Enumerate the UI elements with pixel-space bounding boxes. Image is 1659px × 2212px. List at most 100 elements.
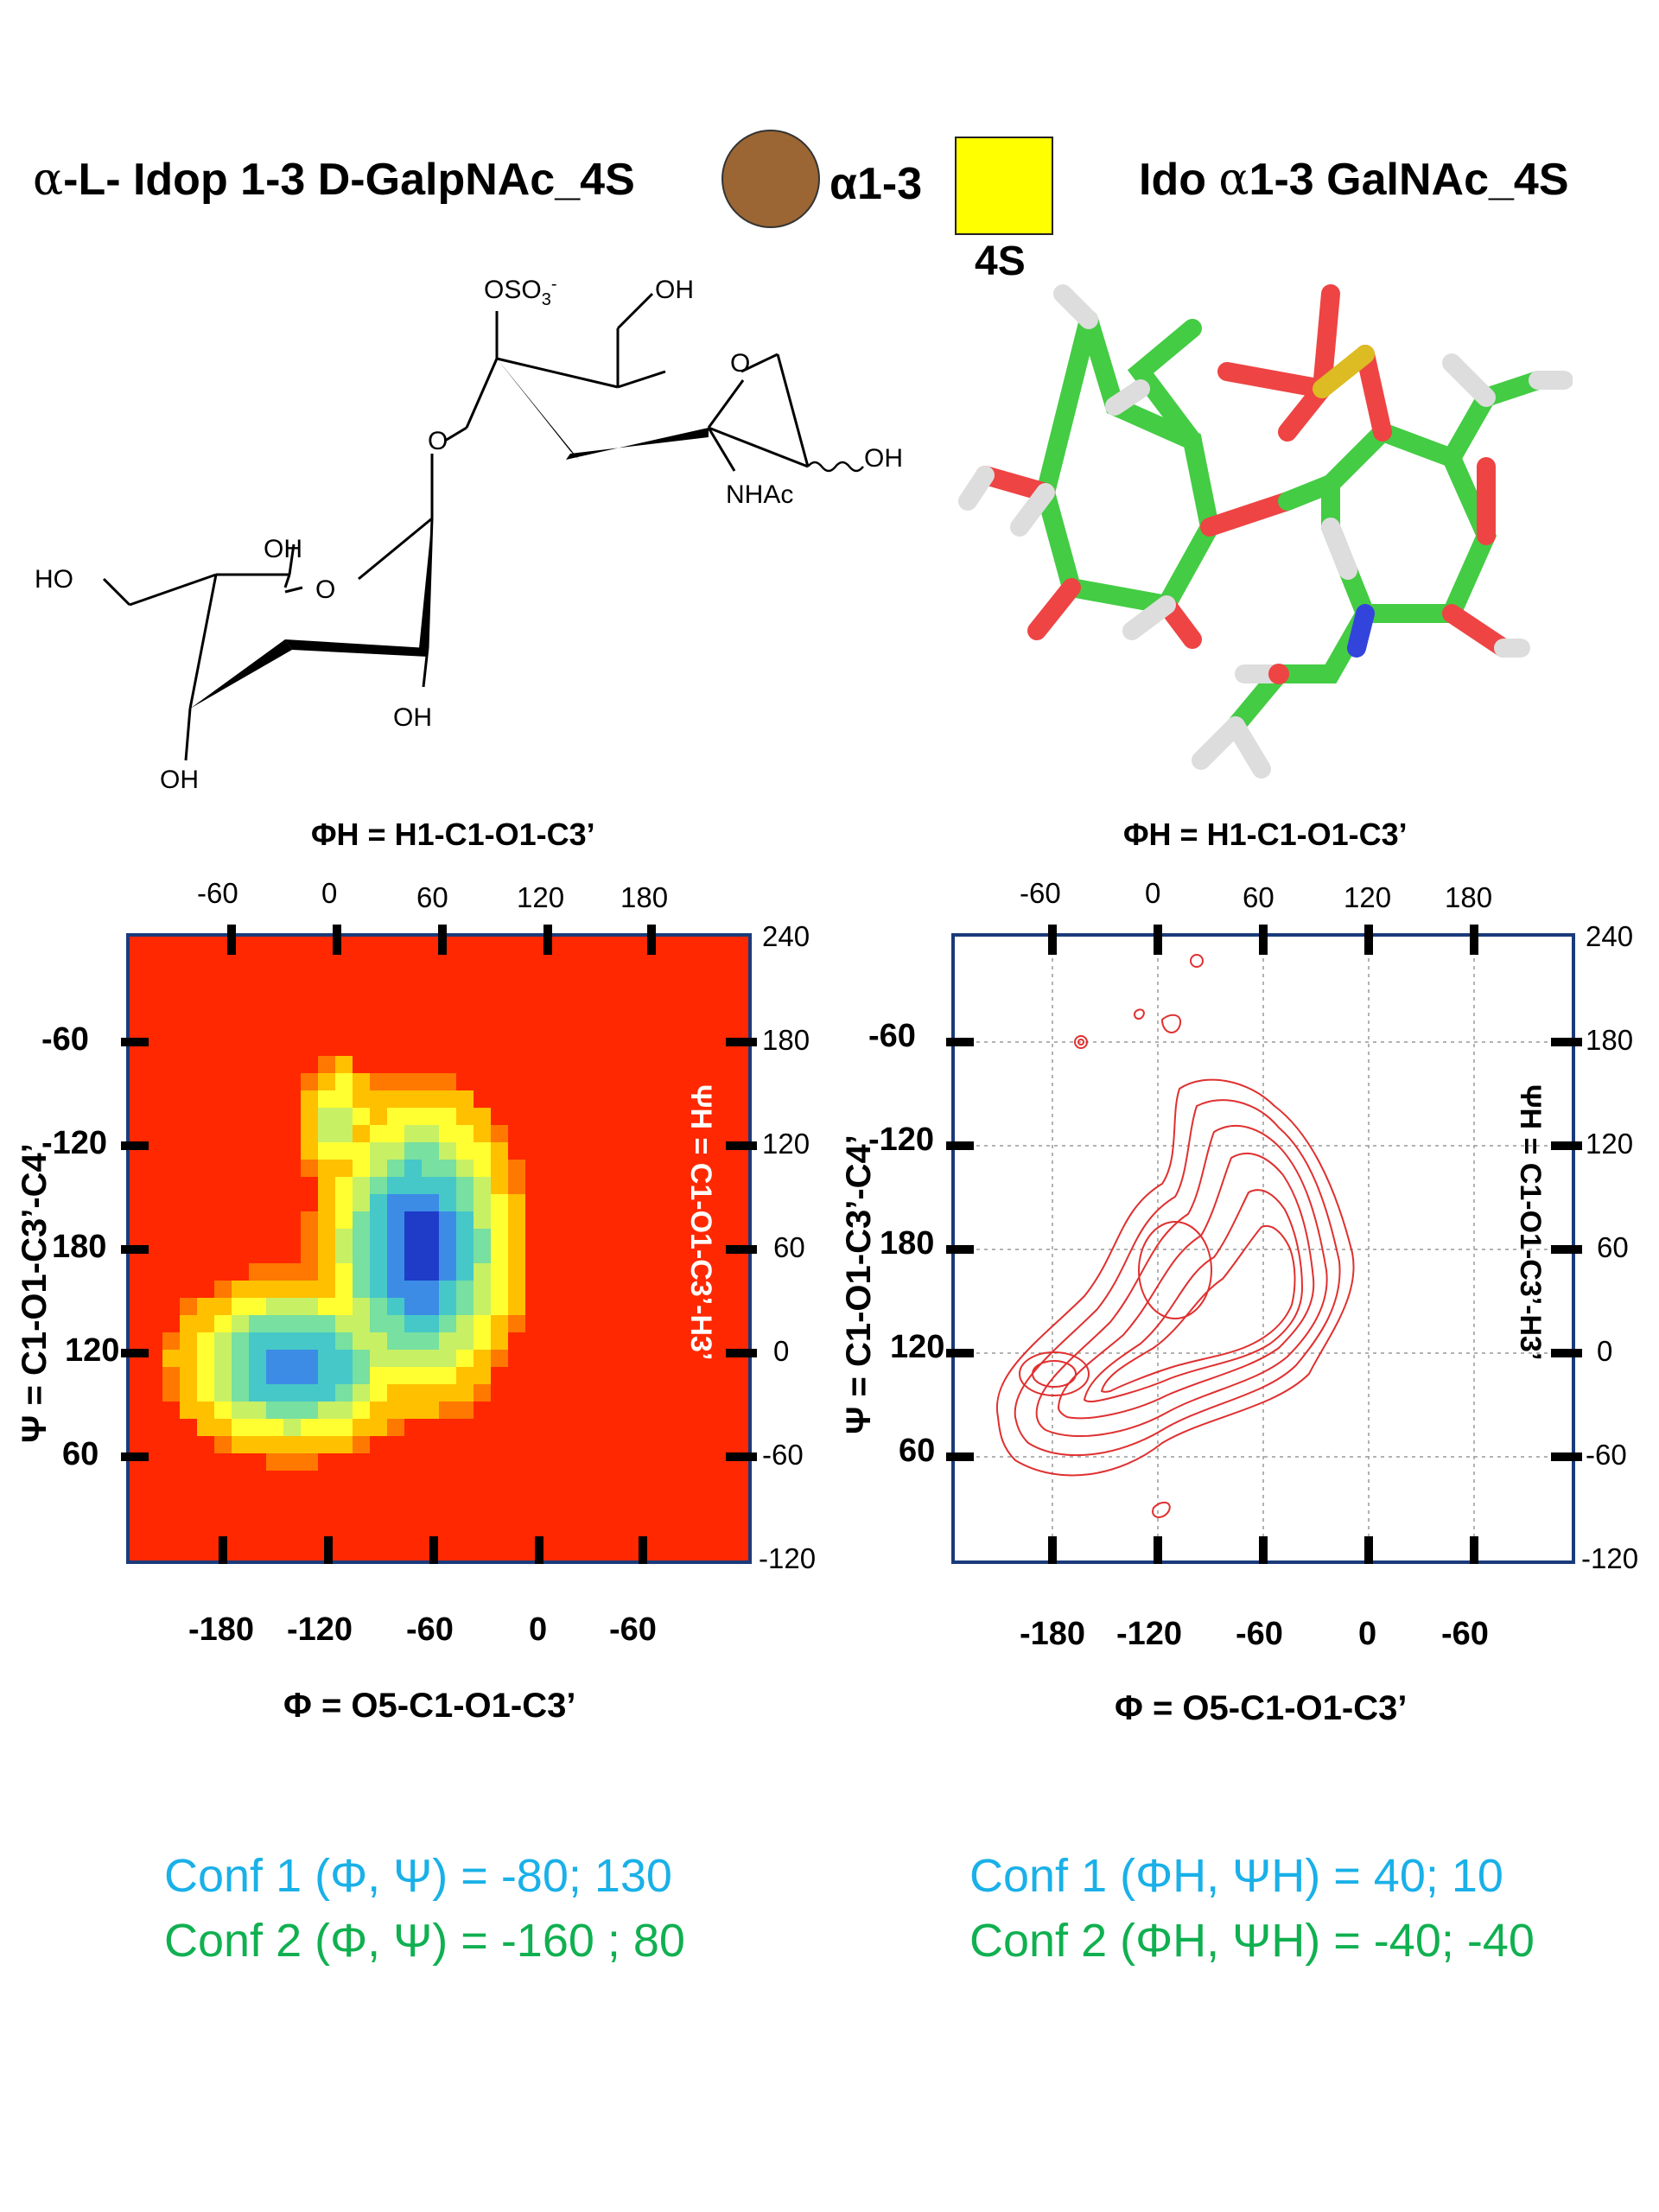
heatmap-cell [301,1384,318,1402]
heatmap-cell [266,1367,283,1384]
heatmap-cell [232,1298,249,1315]
heatmap-cell [318,1298,335,1315]
chem-label-oh-ido-bottom: OH [160,766,199,794]
heatmap-cell [456,1160,474,1177]
heatmap-cell [335,1263,353,1281]
heatmap-cell [335,1367,353,1384]
heatmap-cell [301,1125,318,1142]
heatmap-cell [491,1211,508,1229]
heatmap-cell [214,1402,232,1419]
heatmap-cell [353,1419,370,1436]
heatmap-cell [335,1108,353,1125]
heatmap-cell [318,1281,335,1298]
left-right-tick: 120 [762,1128,810,1160]
heatmap-cell [232,1367,249,1384]
contour-lines [995,954,1355,1518]
heatmap-cell [387,1281,404,1298]
heatmap-cell [335,1419,353,1436]
heatmap-cell [197,1332,214,1350]
heatmap-cell [404,1160,422,1177]
heatmap-cell [422,1367,439,1384]
heatmap-cell [404,1073,422,1090]
heatmap-cell [474,1211,491,1229]
heatmap-cell [301,1436,318,1453]
heatmap-cell [422,1073,439,1090]
heatmap-cell [353,1298,370,1315]
heatmap-cell [456,1350,474,1367]
heatmap-cell [474,1263,491,1281]
heatmap-cell [422,1350,439,1367]
chem-label-o-ido: O [315,575,335,604]
left-right-tick: -120 [759,1542,817,1574]
heatmap-cell [301,1160,318,1177]
heatmap-cell [335,1211,353,1229]
right-right-tick: 120 [1586,1128,1634,1160]
heatmap-cell [197,1367,214,1384]
heatmap-cell [353,1350,370,1367]
chem-label-oh-top: OH [655,276,694,304]
left-bottom-axis-label: Φ = O5-C1-O1-C3’ [283,1687,576,1725]
heatmap-cell [162,1350,180,1367]
heatmap-cell [266,1332,283,1350]
heatmap-cell [439,1194,456,1211]
heatmap-cell [353,1108,370,1125]
left-left-tick: 120 [65,1332,120,1369]
heatmap-cell [214,1384,232,1402]
heatmap-cell [318,1332,335,1350]
heatmap-cell [301,1453,318,1471]
heatmap-cell [249,1402,266,1419]
heatmap-cell [353,1142,370,1160]
heatmap-cell [474,1108,491,1125]
chem-label-o-ring: O [730,349,750,378]
chem-label-ho: HO [35,565,73,594]
heatmap-cell [422,1194,439,1211]
heatmap-cell [301,1142,318,1160]
left-bottom-tick: 0 [529,1611,548,1648]
heatmap-cell [249,1263,266,1281]
heatmap-cell [180,1402,197,1419]
heatmap-cell [283,1453,301,1471]
heatmap-cell [335,1402,353,1419]
right-right-tick: 240 [1586,920,1634,952]
heatmap-cell [422,1142,439,1160]
heatmap-cell [318,1384,335,1402]
heatmap-cell [335,1142,353,1160]
heatmap-cell [180,1350,197,1367]
heatmap-cell [318,1160,335,1177]
heatmap-cell [404,1263,422,1281]
heatmap-cell [180,1315,197,1332]
heatmap-cell [162,1367,180,1384]
heatmap-cell [249,1436,266,1453]
heatmap-cell [404,1298,422,1315]
heatmap-cell [353,1211,370,1229]
right-bottom-tick: -60 [1441,1616,1489,1652]
heatmap-cell [370,1350,387,1367]
left-top-tick: -60 [197,877,238,909]
heatmap-cell [318,1108,335,1125]
heatmap-cell [439,1108,456,1125]
heatmap-cell [353,1073,370,1090]
heatmap-cell [439,1142,456,1160]
heatmap-cell [422,1246,439,1263]
heatmap-cell [266,1350,283,1367]
heatmap-cell [491,1142,508,1160]
heatmap-cell [474,1367,491,1384]
heatmap-cell [456,1281,474,1298]
heatmap-cell [335,1125,353,1142]
heatmap-cell [318,1436,335,1453]
heatmap-cell [491,1263,508,1281]
heatmap-cell [508,1160,525,1177]
heatmap-cell [353,1263,370,1281]
heatmap-cell [283,1332,301,1350]
heatmap-cell [197,1419,214,1436]
heatmap-tick-marks [121,925,757,1564]
heatmap-cell [387,1229,404,1246]
chem-label-oh-ido-top: OH [264,535,302,563]
heatmap-cell [370,1315,387,1332]
heatmap-cell [491,1125,508,1142]
heatmap-cell [335,1298,353,1315]
heatmap-cell [283,1419,301,1436]
heatmap-cell [422,1315,439,1332]
left-right-tick: 0 [773,1335,790,1367]
heatmap-cell [353,1436,370,1453]
